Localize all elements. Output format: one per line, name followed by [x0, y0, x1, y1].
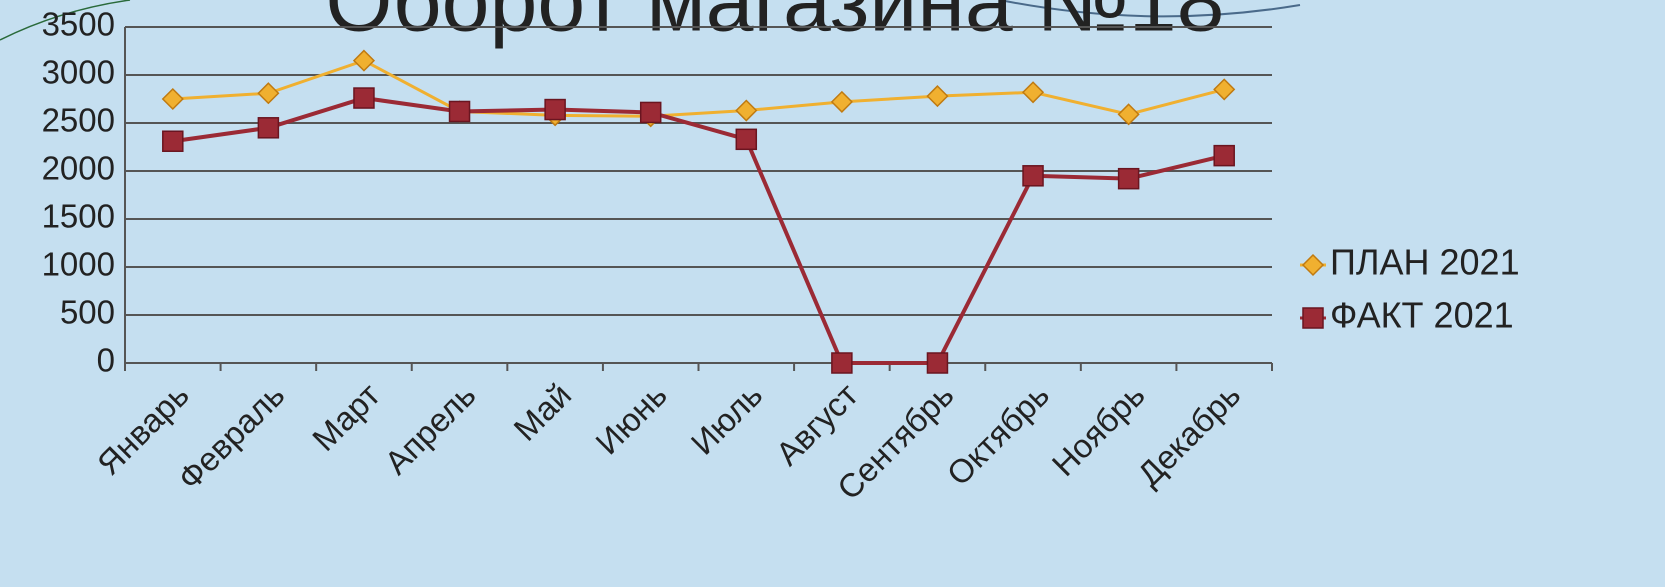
- marker: [639, 101, 662, 124]
- marker: [1213, 78, 1236, 101]
- y-tick-label: 3000: [42, 54, 115, 91]
- legend-label: ФАКТ 2021: [1330, 295, 1514, 336]
- marker: [1117, 167, 1140, 190]
- y-tick-label: 2000: [42, 150, 115, 187]
- y-tick-label: 1000: [42, 246, 115, 283]
- y-tick-label: 3500: [42, 6, 115, 43]
- x-tick-label: Апрель: [377, 376, 482, 481]
- legend-marker: [1301, 253, 1325, 277]
- marker: [1021, 81, 1045, 104]
- decoration: [999, 0, 1301, 18]
- x-tick-label: Июль: [684, 376, 770, 462]
- marker: [926, 85, 949, 108]
- y-tick-label: 0: [97, 342, 115, 379]
- marker: [257, 82, 280, 105]
- y-tick-label: 1500: [42, 198, 115, 235]
- x-tick-label: Октябрь: [940, 376, 1057, 493]
- marker: [830, 90, 853, 113]
- x-tick-label: Июнь: [588, 376, 673, 461]
- x-tick-label: Март: [305, 376, 387, 458]
- marker: [353, 87, 375, 109]
- y-tick-label: 2500: [42, 102, 115, 139]
- marker: [1022, 165, 1044, 187]
- marker: [448, 100, 471, 123]
- x-tick-label: Февраль: [170, 376, 291, 497]
- x-tick-label: Декабрь: [1130, 376, 1247, 493]
- decoration: [0, 0, 131, 41]
- series-line: [172, 95, 1225, 365]
- x-tick-label: Август: [769, 376, 865, 472]
- legend-marker: [1302, 307, 1324, 329]
- x-tick-label: Май: [506, 376, 578, 448]
- y-tick-label: 500: [60, 294, 115, 331]
- series-line: [172, 58, 1225, 118]
- marker: [735, 128, 758, 151]
- marker: [1117, 103, 1140, 126]
- marker: [831, 352, 853, 374]
- marker: [257, 117, 280, 139]
- marker: [161, 87, 184, 111]
- marker: [926, 352, 949, 374]
- marker: [352, 49, 376, 72]
- chart-title: Оборот магазина №18: [326, 0, 1225, 50]
- marker: [1213, 144, 1235, 167]
- legend-label: ПЛАН 2021: [1330, 242, 1520, 283]
- marker: [544, 98, 566, 121]
- marker: [735, 99, 758, 122]
- marker: [162, 130, 184, 152]
